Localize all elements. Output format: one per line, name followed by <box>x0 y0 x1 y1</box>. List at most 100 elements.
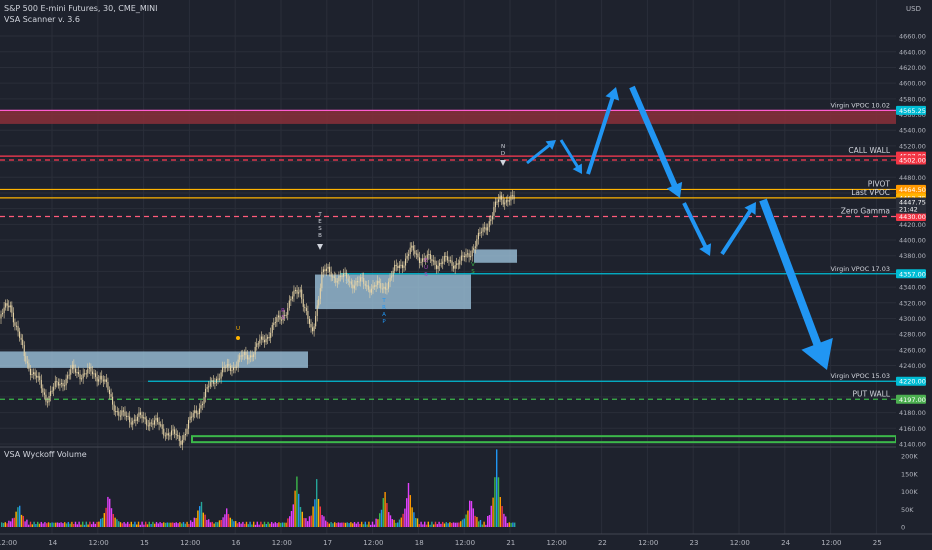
volume-bar <box>481 524 483 527</box>
candle-body <box>301 289 303 300</box>
candle-body <box>57 382 59 386</box>
volume-bar <box>386 503 388 527</box>
candle-body <box>329 266 331 272</box>
candle-body <box>119 415 121 417</box>
volume-bar <box>260 521 262 527</box>
volume-bar <box>67 521 69 527</box>
volume-bar <box>294 490 296 527</box>
candle-body <box>370 288 372 293</box>
volume-bar <box>325 520 327 527</box>
candle-body <box>505 200 507 203</box>
volume-bar <box>22 515 24 527</box>
volume-bar <box>89 521 91 527</box>
candle-body <box>22 339 24 346</box>
time-tick-label: 12:00 <box>730 539 750 547</box>
candle-body <box>246 355 248 360</box>
candle-body <box>312 327 314 332</box>
volume-bar <box>157 523 159 527</box>
volume-bar <box>497 477 500 527</box>
volume-bar <box>101 517 104 527</box>
candle-body <box>263 340 266 343</box>
volume-bar <box>308 516 311 527</box>
volume-bar <box>418 524 420 527</box>
volume-bar <box>249 521 251 527</box>
volume-bar <box>452 522 455 527</box>
candle-body <box>392 270 394 277</box>
price-tick-label: 4580.00 <box>899 95 926 103</box>
candle-body <box>231 370 233 372</box>
candle-body <box>319 288 321 299</box>
candle-body <box>363 278 365 284</box>
volume-bar <box>235 521 237 527</box>
volume-bar <box>330 522 332 527</box>
signal-letter: D <box>501 151 505 157</box>
candle-body <box>217 378 219 380</box>
volume-bar <box>280 522 282 527</box>
signal-triangle <box>317 244 323 250</box>
volume-bar <box>2 523 5 527</box>
volume-bar <box>494 477 496 527</box>
candle-body <box>260 336 262 340</box>
time-tick-label: 14 <box>48 539 57 547</box>
volume-bar <box>175 522 177 527</box>
candle-body <box>459 260 461 265</box>
candle-body <box>511 195 514 197</box>
candle-body <box>378 280 380 284</box>
candle-body <box>499 195 501 200</box>
volume-bar <box>445 522 447 527</box>
candle-body <box>360 277 362 282</box>
volume-bar <box>299 506 302 527</box>
candle-body <box>60 382 62 384</box>
candle-body <box>166 433 168 436</box>
volume-bar <box>404 508 406 527</box>
projection-arrows <box>526 85 833 370</box>
candle-body <box>270 332 272 338</box>
candle-body <box>463 256 465 258</box>
candle-body <box>408 254 410 256</box>
candle-body <box>426 254 428 260</box>
candle-body <box>40 379 42 389</box>
volume-bar <box>290 510 293 527</box>
volume-bar <box>508 522 510 527</box>
volume-bar <box>38 523 41 527</box>
volume-bar <box>388 512 390 527</box>
volume-bar <box>400 517 402 527</box>
signal-letter: S <box>318 226 322 232</box>
volume-bar <box>211 521 213 527</box>
candle-body <box>155 417 157 421</box>
candle-body <box>391 276 393 278</box>
demand-zone <box>0 351 308 368</box>
candle-body <box>282 315 284 320</box>
projection-arrow <box>559 139 582 174</box>
signal-letter: S <box>471 269 475 275</box>
candle-body <box>257 343 259 345</box>
candle-body <box>288 300 290 308</box>
volume-bar <box>208 519 210 527</box>
time-axis[interactable]: 12:00 14 12:00 15 12:00 16 12:00 17 12:00 18 12:00… <box>0 533 932 547</box>
volume-bar <box>429 524 431 527</box>
candle-body <box>380 283 382 289</box>
price-tag <box>896 376 926 386</box>
candle-body <box>19 331 21 338</box>
volume-bar <box>370 524 372 527</box>
candle-body <box>262 336 264 341</box>
volume-bar <box>44 522 46 527</box>
candle-body <box>344 272 346 274</box>
candle-body <box>490 219 492 222</box>
candle-body <box>152 423 154 425</box>
price-tick-label: 4620.00 <box>899 64 926 72</box>
candle-body <box>105 379 107 383</box>
volume-bar <box>245 521 248 527</box>
candle-body <box>188 419 190 429</box>
candle-body <box>501 195 503 200</box>
time-tick-label: 21 <box>506 539 515 547</box>
candle-body <box>104 379 106 382</box>
volume-bar <box>105 507 107 527</box>
volume-bar <box>215 522 217 527</box>
candle-body <box>98 379 100 382</box>
price-axis[interactable]: 4660.00 4640.00 4620.00 4600.00 4580.00 4560.… <box>896 0 932 550</box>
volume-bar <box>395 522 397 527</box>
candle-body <box>333 276 335 279</box>
candle-body <box>169 435 171 437</box>
